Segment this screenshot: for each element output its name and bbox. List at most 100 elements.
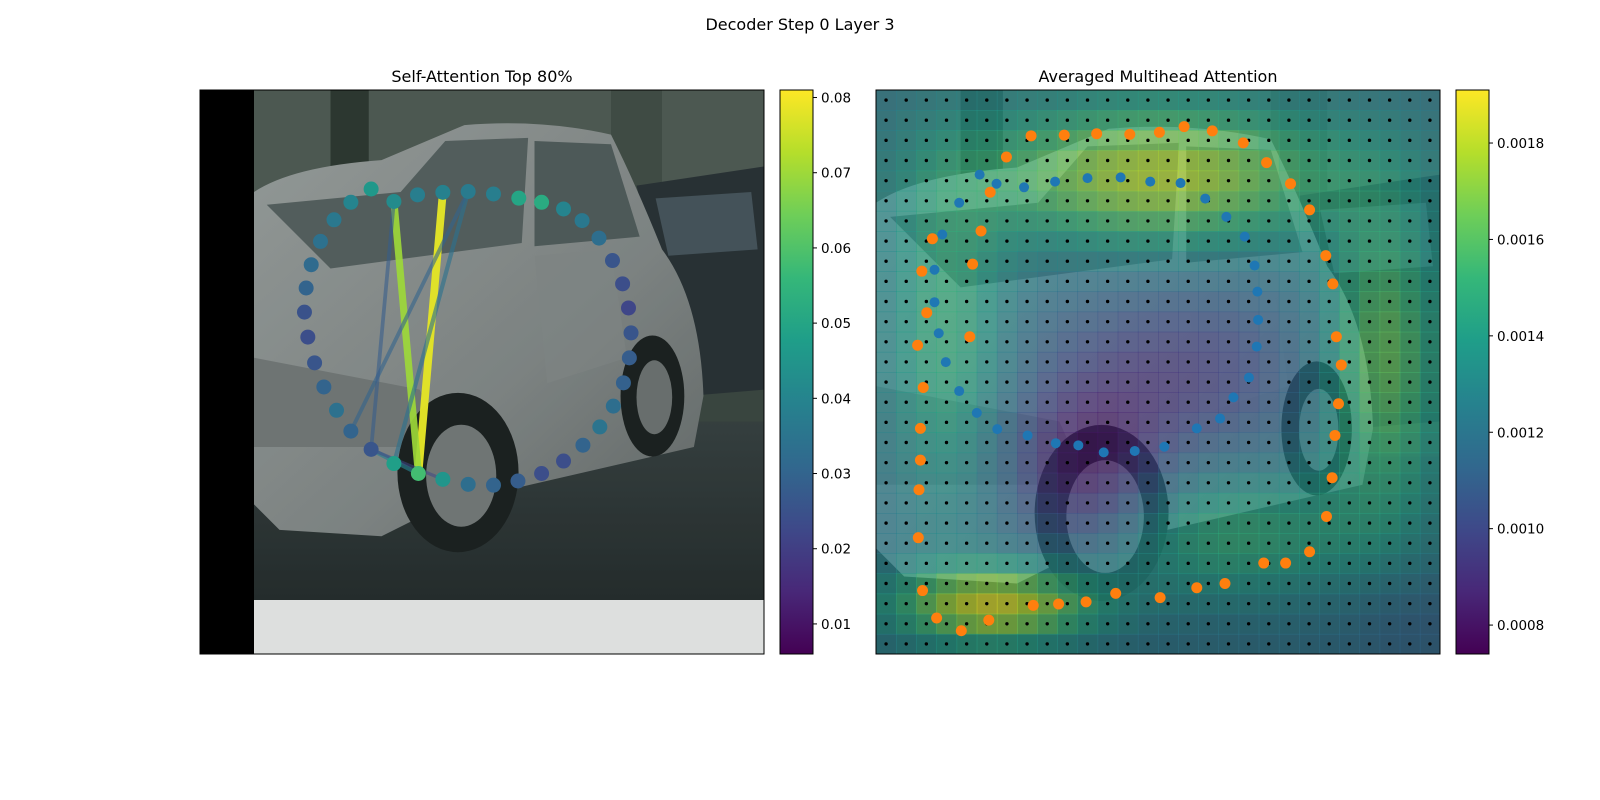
grid-dot — [1065, 279, 1070, 284]
grid-dot — [1387, 98, 1392, 102]
grid-dot — [1347, 178, 1352, 183]
grid-dot — [1146, 622, 1150, 626]
grid-dot — [1186, 219, 1190, 223]
grid-dot — [1307, 98, 1311, 102]
grid-dot — [1025, 440, 1029, 445]
grid-dot — [1105, 521, 1110, 525]
grid-dot — [1387, 561, 1392, 566]
grid-dot — [1045, 501, 1049, 505]
grid-dot — [1085, 340, 1090, 344]
grid-dot — [1428, 299, 1432, 304]
query-point — [435, 184, 451, 200]
grid-dot — [964, 501, 969, 505]
grid-dot — [1428, 460, 1432, 465]
grid-dot — [1327, 642, 1331, 646]
grid-dot — [1387, 521, 1392, 525]
grid-dot — [1186, 420, 1190, 425]
grid-dot — [1428, 400, 1432, 404]
grid-dot — [964, 380, 969, 384]
grid-dot — [1387, 158, 1392, 163]
grid-dot — [1005, 541, 1009, 545]
grid-dot — [1408, 642, 1412, 646]
grid-dot — [944, 400, 949, 404]
predicted-point — [1320, 511, 1332, 523]
grid-dot — [1408, 299, 1412, 304]
grid-dot — [1226, 279, 1231, 284]
grid-dot — [985, 501, 989, 505]
query-point — [312, 233, 328, 249]
grid-dot — [1267, 178, 1271, 183]
reference-point — [1145, 176, 1156, 187]
grid-dot — [1428, 481, 1432, 485]
grid-dot — [1206, 239, 1211, 243]
grid-dot — [1186, 501, 1190, 505]
grid-dot — [1065, 340, 1070, 344]
grid-dot — [1186, 521, 1190, 525]
grid-dot — [964, 158, 969, 163]
grid-dot — [1267, 622, 1271, 626]
grid-dot — [1347, 199, 1352, 203]
grid-dot — [1085, 380, 1090, 384]
grid-dot — [1226, 178, 1231, 183]
grid-dot — [904, 199, 908, 203]
grid-dot — [1428, 521, 1432, 525]
grid-dot — [964, 400, 969, 404]
colorbar-tick-label: 0.02 — [821, 542, 851, 558]
grid-dot — [924, 481, 929, 485]
grid-dot — [1025, 199, 1029, 203]
grid-dot — [1327, 601, 1331, 606]
grid-dot — [1327, 299, 1331, 304]
grid-dot — [964, 460, 969, 465]
grid-dot — [1166, 380, 1170, 384]
reference-point — [937, 229, 948, 240]
grid-dot — [1307, 380, 1311, 384]
predicted-point — [914, 422, 926, 434]
grid-dot — [1105, 642, 1110, 646]
grid-dot — [1327, 400, 1331, 404]
grid-dot — [884, 98, 888, 102]
grid-dot — [1267, 420, 1271, 425]
grid-dot — [1408, 319, 1412, 324]
reference-point — [991, 178, 1002, 189]
predicted-point — [917, 585, 929, 597]
grid-dot — [924, 360, 929, 364]
predicted-point — [1335, 359, 1347, 371]
grid-dot — [1347, 319, 1352, 324]
grid-dot — [1226, 98, 1231, 102]
predicted-point — [1206, 125, 1218, 137]
grid-dot — [1267, 279, 1271, 284]
grid-dot — [1367, 360, 1372, 364]
colorbar-tick-label: 0.0012 — [1497, 425, 1544, 441]
grid-dot — [1246, 299, 1251, 304]
grid-dot — [1025, 340, 1029, 344]
grid-dot — [1166, 279, 1170, 284]
grid-dot — [1045, 319, 1049, 324]
grid-dot — [1105, 340, 1110, 344]
grid-dot — [1105, 622, 1110, 626]
grid-dot — [1206, 501, 1211, 505]
grid-dot — [1367, 319, 1372, 324]
grid-dot — [884, 199, 888, 203]
grid-dot — [1065, 581, 1070, 586]
grid-dot — [1367, 299, 1372, 304]
grid-dot — [1005, 199, 1009, 203]
grid-dot — [1367, 118, 1372, 122]
grid-dot — [985, 521, 989, 525]
grid-dot — [1085, 98, 1090, 102]
grid-dot — [1065, 178, 1070, 183]
predicted-point — [1330, 331, 1342, 343]
grid-dot — [1105, 581, 1110, 586]
grid-dot — [1025, 360, 1029, 364]
grid-dot — [1367, 98, 1372, 102]
grid-dot — [884, 601, 888, 606]
grid-dot — [1126, 622, 1130, 626]
grid-dot — [884, 299, 888, 304]
grid-dot — [1327, 622, 1331, 626]
grid-dot — [904, 561, 908, 566]
grid-dot — [1327, 199, 1331, 203]
grid-dot — [1146, 420, 1150, 425]
multihead-attention-frame — [875, 89, 1441, 655]
grid-dot — [904, 420, 908, 425]
grid-dot — [944, 380, 949, 384]
grid-dot — [924, 259, 929, 263]
